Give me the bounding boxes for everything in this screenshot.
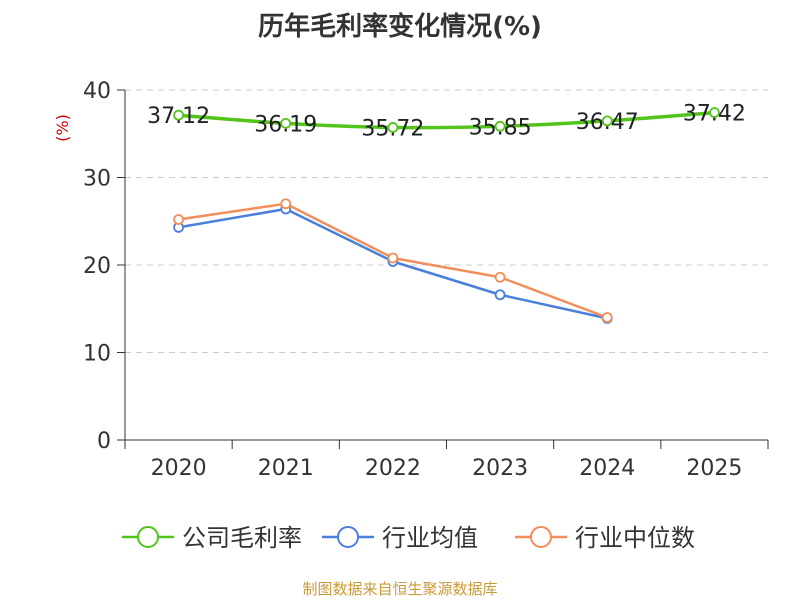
- legend-marker: [337, 526, 359, 548]
- y-tick-label: 20: [83, 254, 111, 279]
- data-point: [494, 271, 506, 283]
- data-point: [387, 122, 399, 133]
- x-tick-label: 2022: [365, 456, 421, 481]
- data-point: [280, 198, 292, 210]
- data-label: 35.72: [361, 116, 424, 141]
- data-label: 35.85: [469, 115, 532, 140]
- y-tick-label: 10: [83, 342, 111, 367]
- data-point: [709, 107, 720, 118]
- data-label: 37.42: [683, 102, 746, 127]
- data-label: 36.19: [254, 112, 317, 137]
- data-point: [494, 289, 506, 301]
- legend-label: 行业中位数: [575, 524, 695, 552]
- y-tick-label: 40: [83, 79, 111, 104]
- data-point: [601, 115, 613, 127]
- y-axis-unit-label: (%): [53, 114, 72, 142]
- data-label: 36.47: [576, 110, 639, 135]
- series-lines: [173, 107, 720, 324]
- x-tick-label: 2021: [258, 456, 314, 481]
- data-labels: 37.12 36.19 35.72 35.85 36.47 37.42: [147, 102, 746, 142]
- axes: 0 10 20 30 40 (%) 2020 2021 2022 2023 2024 2025: [53, 79, 769, 481]
- x-tick-label: 2024: [579, 456, 635, 481]
- data-point: [173, 109, 184, 121]
- data-point: [173, 214, 184, 225]
- data-point: [601, 312, 613, 323]
- x-tick-label: 2023: [472, 456, 528, 481]
- legend-marker: [530, 526, 552, 548]
- data-point: [280, 117, 292, 129]
- gridlines: [125, 89, 768, 353]
- legend-label: 行业均值: [382, 524, 478, 552]
- data-point: [387, 252, 399, 264]
- source-note: 制图数据来自恒生聚源数据库: [302, 580, 498, 598]
- x-tick-label: 2020: [151, 456, 207, 481]
- series-line-0: [178, 110, 715, 130]
- data-label: 37.12: [147, 104, 210, 129]
- legend: 公司毛利率 行业均值 行业中位数: [122, 524, 695, 552]
- data-point: [494, 120, 506, 132]
- legend-label: 公司毛利率: [182, 524, 302, 552]
- chart-title: 历年毛利率变化情况(%): [258, 12, 542, 42]
- x-tick-label: 2025: [686, 456, 742, 481]
- legend-marker: [137, 526, 159, 548]
- y-tick-label: 0: [97, 429, 111, 454]
- y-tick-label: 30: [83, 167, 111, 192]
